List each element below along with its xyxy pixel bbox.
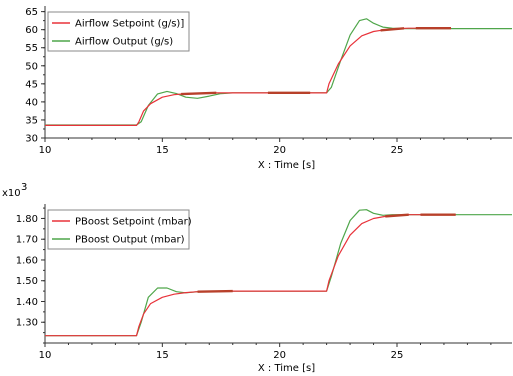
x-tick-label: 10 [39,145,52,156]
y-tick-label: 1.60 [16,255,38,266]
x-tick-label: 15 [156,145,169,156]
series-highlight-segment [181,91,217,96]
series-highlight-segment [380,27,405,32]
x-tick-label: 15 [156,350,169,361]
plot-area [45,209,512,337]
y-exponent-power: 3 [21,182,27,193]
legend-label: PBoost Setpoint (mbar) [75,217,192,228]
y-tick-label: 30 [25,134,38,145]
y-tick-label: 1.50 [16,276,38,287]
x-axis-label: X : Time [s] [258,160,315,171]
series-highlight-segment [385,213,409,218]
y-tick-label: 35 [25,115,38,126]
series-highlight-segment [197,289,233,293]
legend-box [47,11,190,52]
x-tick-label: 20 [273,145,286,156]
y-tick-label: 1.70 [16,235,38,246]
y-tick-label: 50 [25,61,38,72]
legend-label: PBoost Output (mbar) [75,235,185,246]
y-tick-label: 40 [25,97,38,108]
airflow-chart: 30 35 40 45 50 55 60 65 10 15 20 25 X : Time [s] Airf… [25,6,512,171]
legend-label: Airflow Output (g/s) [75,37,173,48]
legend-box [47,209,190,250]
y-tick-label: 1.40 [16,297,38,308]
x-tick-label: 25 [391,350,404,361]
x-tick-label: 25 [391,145,404,156]
y-tick-label: 55 [25,43,38,54]
y-tick-label: 1.80 [16,214,38,225]
x-tick-label: 10 [39,350,52,361]
pboost-chart: 1.30 1.40 1.50 1.60 1.70 1.80 10 15 20 25 X : Time… [2,182,512,374]
plot-area [45,18,512,127]
legend: Airflow Setpoint (g/s)] Airflow Output (g… [47,11,190,52]
y-tick-label: 65 [25,7,38,18]
y-exponent-label: x10 [2,188,21,199]
y-tick-label: 1.30 [16,318,38,329]
x-tick-label: 20 [273,350,286,361]
legend-label: Airflow Setpoint (g/s)] [75,19,184,30]
x-axis-label: X : Time [s] [258,363,315,374]
y-tick-label: 45 [25,79,38,90]
legend: PBoost Setpoint (mbar) PBoost Output (mba… [47,209,192,250]
y-tick-label: 60 [25,25,38,36]
series-line-setpoint [45,214,456,337]
